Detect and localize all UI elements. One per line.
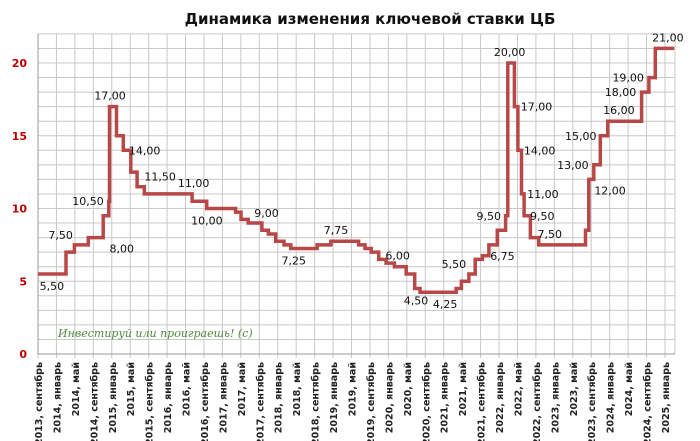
data-label: 9,00 [254, 207, 279, 220]
data-label: 12,00 [594, 184, 626, 197]
data-label: 14,00 [524, 144, 556, 157]
x-tick-label: 2013, сентябрь [34, 362, 45, 441]
data-label: 15,00 [565, 130, 597, 143]
x-tick-label: 2016, сентябрь [200, 362, 211, 441]
x-tick-label: 2014, сентябрь [89, 362, 100, 441]
data-label: 6,00 [385, 250, 410, 263]
data-label: 7,25 [281, 255, 306, 268]
y-axis-ticks: 0 5 10 15 20 [12, 57, 28, 361]
data-label: 21,00 [652, 31, 684, 44]
x-tick-label: 2019, май [348, 362, 359, 416]
x-tick-label: 2015, май [126, 362, 137, 416]
watermark: Инвестируй или проиграешь! (с) [57, 327, 253, 340]
data-label: 9,50 [530, 210, 555, 223]
data-label: 16,00 [603, 104, 635, 117]
x-tick-label: 2025, январь [661, 362, 672, 433]
x-tick-label: 2020, май [403, 362, 414, 416]
x-tick-label: 2024, январь [606, 362, 617, 433]
x-tick-label: 2023, сентябрь [587, 362, 598, 441]
data-label: 11,00 [178, 177, 210, 190]
data-label: 11,50 [144, 171, 176, 184]
data-label: 11,00 [527, 188, 559, 201]
key-rate-line [38, 46, 675, 294]
data-label: 10,00 [191, 215, 223, 228]
x-tick-label: 2022, май [513, 362, 524, 416]
x-tick-label: 2024, сентябрь [643, 362, 654, 441]
data-label: 14,00 [129, 144, 161, 157]
x-tick-label: 2020, сентябрь [421, 362, 432, 441]
data-label: 10,50 [72, 195, 104, 208]
data-label: 20,00 [494, 46, 526, 59]
x-tick-label: 2016, январь [163, 362, 174, 433]
x-tick-label: 2021, май [458, 362, 469, 416]
grid [37, 33, 676, 358]
data-label: 4,25 [433, 298, 458, 311]
y-tick-label: 10 [12, 203, 28, 216]
x-tick-label: 2023, май [569, 362, 580, 416]
data-label: 7,50 [537, 228, 562, 241]
data-label: 8,00 [109, 243, 134, 256]
data-label: 4,50 [404, 295, 429, 308]
x-tick-label: 2018, январь [274, 362, 285, 433]
x-tick-label: 2020, январь [384, 362, 395, 433]
x-tick-label: 2019, январь [329, 362, 340, 433]
data-label: 5,50 [40, 280, 65, 293]
x-tick-label: 2016, май [182, 362, 193, 416]
x-tick-label: 2017, январь [218, 362, 229, 433]
x-tick-label: 2018, сентябрь [311, 362, 322, 441]
data-label: 19,00 [612, 72, 644, 85]
x-tick-label: 2015, сентябрь [145, 362, 156, 441]
data-label: 17,00 [94, 90, 126, 103]
x-tick-label: 2021, январь [440, 362, 451, 433]
x-tick-label: 2022, сентябрь [532, 362, 543, 441]
data-label: 7,50 [48, 229, 73, 242]
data-label: 9,50 [477, 210, 502, 223]
data-label: 5,50 [442, 258, 467, 271]
x-tick-label: 2017, май [237, 362, 248, 416]
x-tick-label: 2015, январь [108, 362, 119, 433]
data-label: 7,75 [324, 224, 349, 237]
x-tick-label: 2024, май [624, 362, 635, 416]
x-tick-label: 2021, сентябрь [477, 362, 488, 441]
data-label: 13,00 [557, 159, 589, 172]
y-tick-label: 0 [19, 348, 27, 361]
x-tick-label: 2014, май [71, 362, 82, 416]
data-label: 18,00 [605, 86, 637, 99]
chart-title: Динамика изменения ключевой ставки ЦБ [185, 10, 556, 28]
data-label: 6,75 [490, 250, 514, 263]
series-key-rate [38, 46, 675, 294]
x-tick-label: 2022, январь [495, 362, 506, 433]
x-tick-label: 2018, май [292, 362, 303, 416]
y-tick-label: 15 [12, 130, 27, 143]
x-tick-label: 2014, январь [52, 362, 63, 433]
x-axis-ticks: 2013, сентябрь 2014, январь 2014, май 2014,… [34, 362, 672, 441]
x-tick-label: 2023, январь [550, 362, 561, 433]
x-tick-label: 2019, сентябрь [366, 362, 377, 441]
y-tick-label: 5 [19, 275, 27, 288]
y-tick-label: 20 [12, 57, 28, 70]
data-label: 17,00 [521, 101, 553, 114]
x-tick-label: 2017, сентябрь [255, 362, 266, 441]
